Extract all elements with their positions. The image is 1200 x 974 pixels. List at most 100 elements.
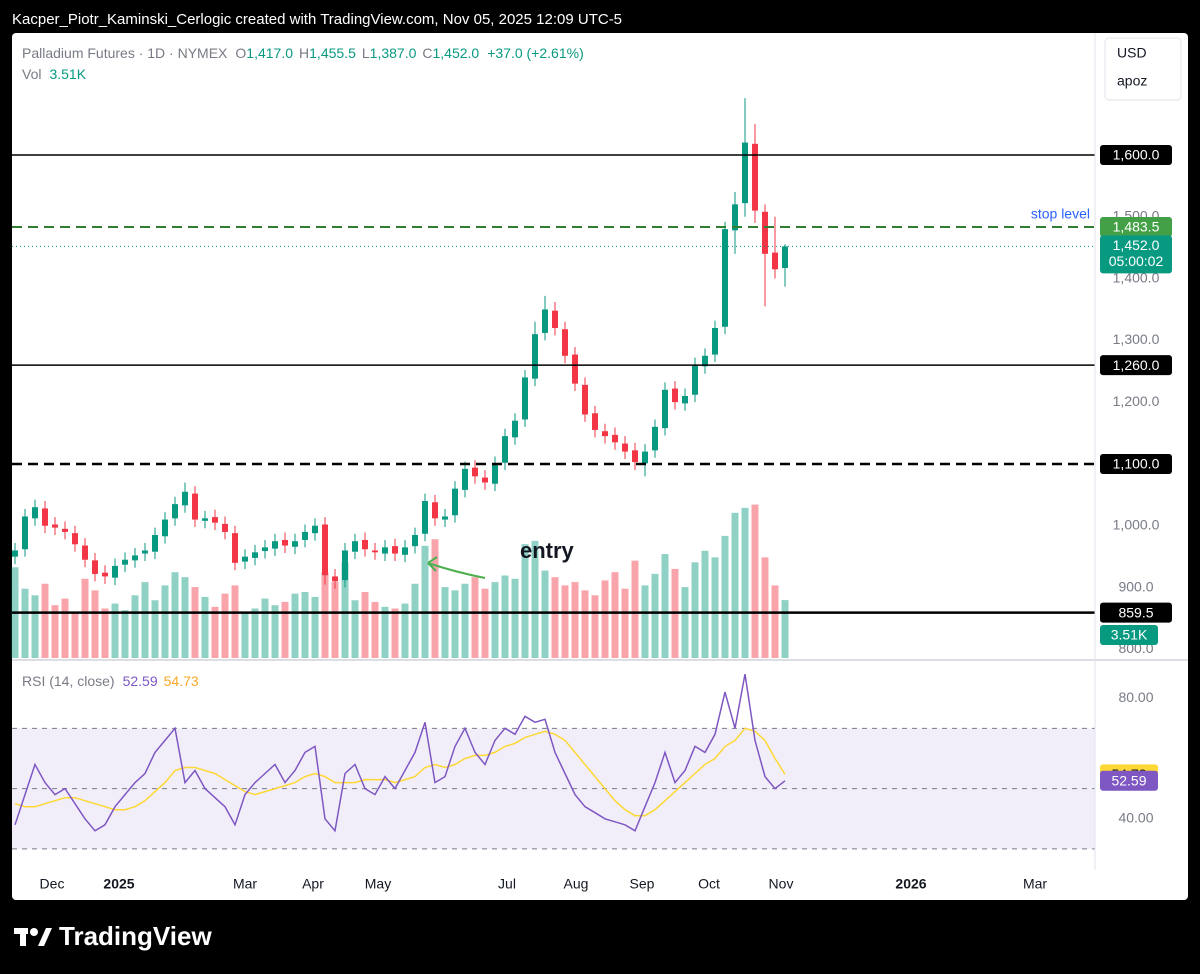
countdown: 05:00:02	[1109, 253, 1164, 269]
x-tick-label: Nov	[769, 876, 794, 892]
scale-mode[interactable]: apoz	[1117, 73, 1147, 89]
candle-body	[402, 547, 408, 555]
candle-body	[182, 491, 188, 506]
level-annotation: stop level	[1031, 206, 1090, 222]
rsi-line	[14, 673, 786, 833]
volume-bar	[291, 593, 299, 658]
ohlc-value: 1,387.0	[370, 45, 417, 61]
volume-value: 3.51K	[49, 66, 86, 82]
rsi-legend: RSI (14, close) 52.59 54.73	[22, 673, 199, 689]
candle-body	[12, 550, 18, 557]
candle-body	[532, 334, 538, 379]
volume-bar	[771, 585, 779, 658]
volume-bar	[271, 605, 279, 658]
candle-body	[112, 565, 118, 578]
candle-body	[62, 528, 68, 532]
volume-label-box	[1100, 625, 1158, 645]
footer-logo	[14, 928, 52, 946]
volume-bar	[31, 595, 39, 658]
candle-body	[92, 560, 98, 574]
candle-body	[222, 523, 228, 532]
candle-body	[312, 525, 318, 534]
volume-bar	[411, 583, 419, 658]
chart-frame	[12, 33, 1188, 900]
volume-bar	[141, 582, 149, 658]
y-tick-label: 1,200.0	[1113, 393, 1160, 409]
volume-bar	[591, 595, 599, 658]
candle-body	[132, 555, 138, 561]
volume-bar	[161, 585, 169, 658]
logo-shape	[38, 928, 52, 946]
candle-body	[102, 572, 108, 577]
candle-body	[342, 550, 348, 581]
candle-body	[232, 533, 238, 563]
candle-body	[52, 524, 58, 528]
candle-body	[632, 450, 638, 463]
rsi-ma-value: 54.73	[164, 673, 199, 689]
candle-body	[562, 329, 568, 356]
candle-body	[82, 545, 88, 560]
candle-body	[172, 504, 178, 519]
volume-bar	[711, 557, 719, 658]
volume-bar	[261, 598, 269, 658]
volume-bar	[131, 595, 139, 658]
level-label: 1,483.5	[1113, 219, 1160, 235]
rsi-value: 52.59	[123, 673, 158, 689]
candle-body	[742, 142, 748, 204]
volume-bar	[61, 598, 69, 658]
volume-bar	[371, 601, 379, 658]
header-text: Kacper_Piotr_Kaminski_Cerlogic created w…	[12, 11, 622, 28]
candle-body	[762, 211, 768, 254]
volume-bar	[601, 580, 609, 658]
candle-body	[452, 488, 458, 516]
volume-bar	[471, 577, 479, 658]
candle-body	[192, 493, 198, 520]
volume-bar	[571, 582, 579, 658]
currency[interactable]: USD	[1117, 45, 1147, 61]
candle-body	[502, 436, 508, 463]
candle-body	[602, 431, 608, 437]
volume-bar	[641, 585, 649, 658]
rsi-tick-label: 80.00	[1118, 689, 1153, 705]
candle-body	[332, 576, 338, 582]
volume-bar	[111, 603, 119, 658]
rsi-value-box	[1100, 770, 1158, 791]
scale-box[interactable]	[1104, 37, 1182, 101]
volume-bar	[401, 603, 409, 658]
volume-bar	[441, 587, 449, 658]
last-price-box	[1100, 235, 1172, 274]
candle-body	[142, 550, 148, 554]
candle-body	[32, 507, 38, 519]
level-label-box	[1100, 602, 1172, 623]
candle-body	[22, 516, 28, 550]
volume-bar	[171, 572, 179, 658]
y-tick-label: 1,300.0	[1113, 331, 1160, 347]
level-label: 1,100.0	[1113, 456, 1160, 472]
volume-bar	[351, 600, 359, 658]
volume-bar	[321, 572, 329, 658]
volume-bar	[611, 572, 619, 658]
volume-legend: Vol 3.51K	[22, 66, 87, 82]
volume-bar	[621, 588, 629, 658]
x-tick-label: 2025	[103, 876, 134, 892]
volume-bar	[281, 601, 289, 658]
volume-bar	[531, 540, 539, 658]
volume-bar	[721, 535, 729, 658]
volume-bar	[381, 606, 389, 658]
candle-body	[322, 524, 328, 576]
volume-bar	[391, 608, 399, 658]
volume-bar	[491, 582, 499, 658]
candle-body	[302, 531, 308, 540]
candle-body	[662, 389, 668, 429]
entry-arrow	[427, 556, 486, 579]
volume-bar	[221, 593, 229, 658]
candle-body	[692, 365, 698, 395]
candle-body	[152, 535, 158, 552]
ohlc-letter: L	[362, 45, 370, 61]
ohlc-letter: C	[422, 45, 432, 61]
candle-body	[752, 143, 758, 211]
last-price-label: 1,452.0	[1113, 237, 1160, 253]
candle-body	[712, 327, 718, 355]
volume-bar	[361, 592, 369, 658]
candle-body	[362, 539, 368, 550]
